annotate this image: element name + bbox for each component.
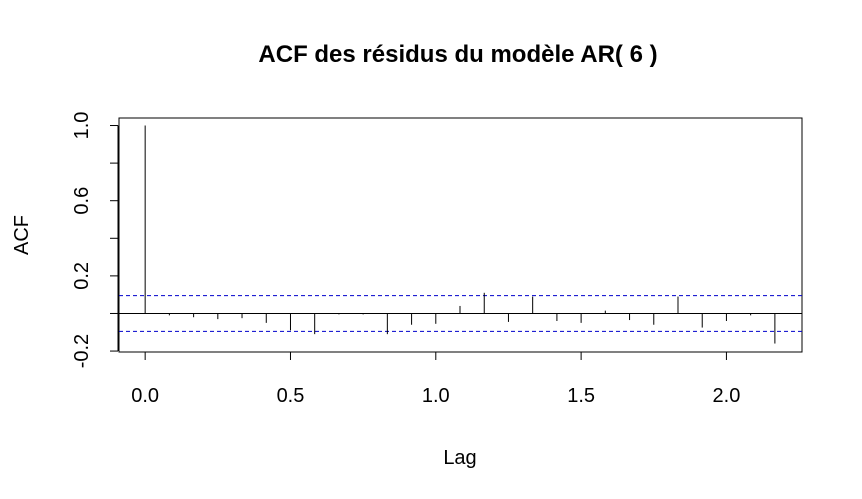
x-tick-label: 1.0: [422, 385, 450, 407]
y-tick-label: 1.0: [71, 112, 93, 140]
y-tick-label: 0.2: [71, 262, 93, 290]
x-tick-label: 0.0: [131, 385, 159, 407]
y-axis: -0.2 0.2 0.6 1.0: [71, 112, 119, 368]
chart-title: ACF des résidus du modèle AR( 6 ): [258, 41, 657, 68]
x-tick-label: 0.5: [277, 385, 305, 407]
plot-frame: [118, 117, 803, 353]
acf-bars: [144, 125, 776, 344]
x-axis: 0.0 0.5 1.0 1.5 2.0: [131, 351, 741, 407]
x-tick-label: 2.0: [713, 385, 741, 407]
y-axis-label: ACF: [11, 215, 33, 255]
y-tick-label: 0.6: [71, 187, 93, 215]
y-tick-label: -0.2: [71, 334, 93, 368]
x-tick-label: 1.5: [567, 385, 595, 407]
x-axis-label: Lag: [443, 447, 476, 469]
